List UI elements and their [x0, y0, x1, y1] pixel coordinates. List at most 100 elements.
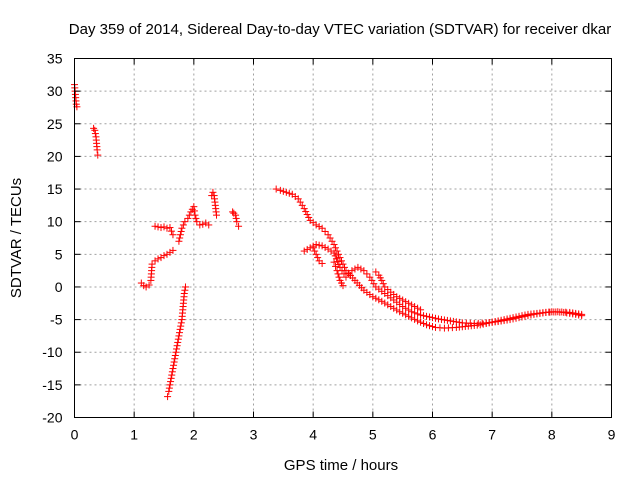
- data-point: [351, 265, 359, 273]
- data-point: [348, 267, 356, 275]
- data-point: [167, 378, 175, 386]
- data-point: [318, 259, 326, 267]
- data-point: [175, 332, 183, 340]
- data-point: [177, 322, 185, 330]
- data-point: [154, 255, 162, 263]
- data-point: [379, 280, 387, 288]
- data-point: [303, 211, 311, 219]
- data-point: [302, 208, 310, 216]
- data-point: [515, 314, 523, 322]
- data-point: [521, 312, 529, 320]
- data-point: [305, 213, 313, 221]
- data-point: [181, 286, 189, 294]
- data-point: [209, 188, 217, 196]
- data-point: [527, 311, 535, 319]
- data-point: [411, 303, 419, 311]
- data-point: [411, 315, 419, 323]
- data-point: [190, 207, 198, 215]
- x-axis-label: GPS time / hours: [284, 457, 398, 474]
- data-point: [164, 393, 172, 401]
- y-tick-label: 10: [47, 214, 63, 230]
- x-tick-labels: 0 1 2 3 4 5 6 7 8 9: [71, 427, 616, 443]
- data-point: [399, 309, 407, 317]
- data-point: [276, 186, 284, 194]
- data-point: [311, 247, 319, 255]
- data-point: [405, 299, 413, 307]
- data-point: [402, 298, 410, 306]
- axis-ticks: [74, 58, 612, 418]
- data-point: [402, 311, 410, 319]
- data-point: [191, 211, 199, 219]
- data-point: [332, 262, 340, 270]
- data-point: [334, 258, 342, 266]
- data-point: [179, 221, 187, 229]
- y-tick-label: 25: [47, 116, 63, 132]
- data-point: [429, 314, 436, 322]
- data-point: [151, 222, 159, 230]
- data-point: [393, 293, 401, 301]
- data-point: [178, 224, 186, 232]
- data-point: [312, 221, 320, 229]
- data-point: [414, 304, 422, 312]
- data-point: [360, 267, 368, 275]
- data-point: [369, 293, 377, 301]
- y-tick-label: 15: [47, 181, 63, 197]
- data-point: [173, 342, 181, 350]
- data-point: [330, 249, 338, 257]
- data-point: [363, 270, 371, 278]
- plot-frame: [74, 58, 612, 418]
- y-tick-label: -5: [50, 312, 63, 328]
- data-point: [232, 214, 240, 222]
- data-point: [423, 321, 431, 329]
- data-point: [332, 244, 340, 252]
- data-point: [312, 250, 320, 258]
- data-point: [145, 281, 153, 289]
- data-point: [167, 227, 175, 235]
- data-point: [331, 252, 339, 260]
- data-point: [318, 242, 326, 250]
- y-tick-label: 30: [47, 83, 63, 99]
- y-tick-label: -10: [42, 344, 62, 360]
- data-point: [372, 294, 380, 302]
- data-point: [378, 276, 386, 284]
- data-point: [524, 312, 532, 320]
- data-point: [312, 241, 320, 249]
- data-point: [512, 314, 520, 322]
- data-point: [213, 211, 221, 219]
- data-point: [429, 323, 436, 331]
- data-point: [396, 294, 404, 302]
- data-point: [417, 306, 425, 314]
- data-point: [408, 301, 416, 309]
- data-point: [282, 188, 290, 196]
- data-point: [330, 258, 338, 266]
- x-tick-label: 1: [130, 427, 138, 443]
- data-point: [318, 224, 326, 232]
- data-point: [333, 267, 341, 275]
- grid-lines: [74, 58, 612, 418]
- data-point: [165, 384, 173, 392]
- x-tick-label: 8: [548, 427, 556, 443]
- data-point: [321, 243, 329, 251]
- y-tick-label: 20: [47, 148, 63, 164]
- data-point: [232, 211, 240, 219]
- data-point: [168, 371, 176, 379]
- data-point: [431, 314, 439, 322]
- data-point: [384, 301, 392, 309]
- data-point: [354, 263, 362, 271]
- data-point: [171, 351, 179, 359]
- data-point: [148, 260, 156, 268]
- data-point: [94, 151, 102, 159]
- x-tick-label: 4: [309, 427, 317, 443]
- data-point: [176, 234, 184, 242]
- data-point: [396, 308, 404, 316]
- data-point: [173, 345, 181, 353]
- data-point: [166, 224, 174, 232]
- chart-title: Day 359 of 2014, Sidereal Day-to-day VTE…: [69, 21, 611, 38]
- data-point: [426, 313, 434, 321]
- y-tick-label: -20: [42, 410, 62, 426]
- y-axis-label: SDTVAR / TECUs: [8, 178, 25, 298]
- data-point: [199, 220, 207, 228]
- data-point: [417, 318, 425, 326]
- data-point: [196, 221, 204, 229]
